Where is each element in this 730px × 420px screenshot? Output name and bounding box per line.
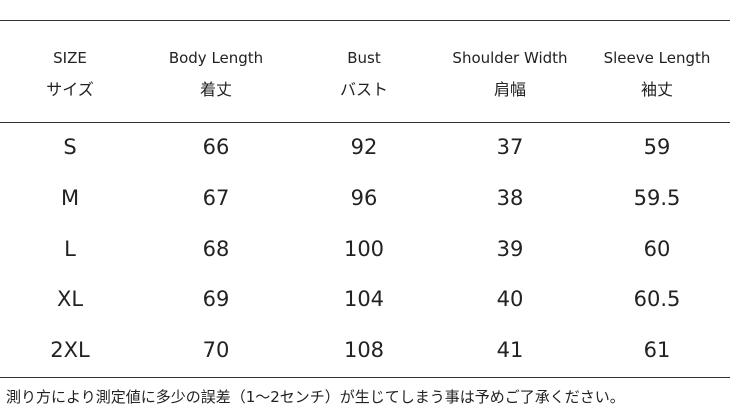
table-cell: S — [63, 135, 77, 159]
column-header: SIZE — [53, 49, 87, 67]
table-cell: 100 — [343, 236, 385, 261]
column-header-ja: バスト — [339, 80, 388, 99]
table-cell: 59 — [643, 135, 671, 159]
table-cell: 59.5 — [633, 185, 681, 210]
table-cell: 37 — [496, 135, 524, 159]
table-cell: 40 — [496, 287, 524, 312]
table-cell: 38 — [496, 185, 524, 210]
table-cell: 60.5 — [633, 287, 681, 312]
header-rule — [0, 122, 730, 123]
table-cell: 70 — [202, 338, 230, 363]
table-cell: 39 — [496, 236, 524, 261]
table-cell: L — [64, 236, 76, 261]
table-cell: 108 — [343, 338, 385, 363]
column-header-ja: 着丈 — [199, 80, 232, 99]
table-cell: 60 — [643, 236, 671, 261]
table-cell: 66 — [202, 135, 230, 159]
column-header-ja: 袖丈 — [640, 80, 673, 99]
table-cell: 67 — [202, 185, 230, 210]
table-cell: 69 — [202, 287, 230, 312]
column-header: Body Length — [168, 49, 264, 67]
top-rule — [0, 20, 730, 21]
table-cell: 61 — [643, 338, 671, 363]
column-header: Shoulder Width — [452, 49, 568, 67]
table-cell: 2XL — [50, 338, 90, 363]
column-header-ja: 肩幅 — [493, 80, 526, 99]
table-cell: 92 — [350, 135, 378, 159]
note: 測り方により測定値に多少の誤差（1〜2センチ）が生じてしまう事は予めご了承くださ… — [6, 388, 625, 406]
column-header: Bust — [347, 49, 381, 67]
table-cell: 68 — [202, 236, 230, 261]
bottom-rule — [0, 377, 730, 378]
table-cell: 96 — [350, 185, 378, 210]
table-cell: M — [60, 185, 80, 210]
table-cell: XL — [56, 287, 84, 312]
column-header: Sleeve Length — [603, 49, 711, 67]
table-cell: 41 — [496, 338, 524, 363]
table-cell: 104 — [343, 287, 385, 312]
column-header-ja: サイズ — [46, 80, 94, 99]
